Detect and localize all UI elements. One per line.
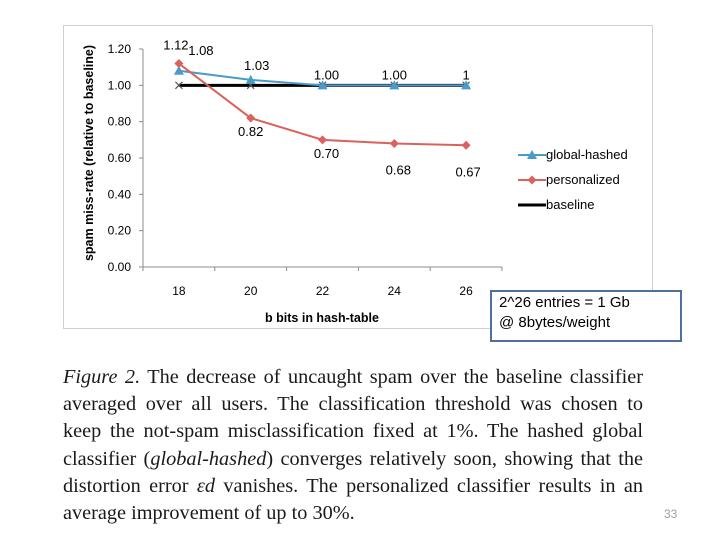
callout-box: 2^26 entries = 1 Gb @ 8bytes/weight xyxy=(490,290,682,342)
data-point xyxy=(245,74,256,84)
legend-item-baseline: baseline xyxy=(518,197,594,212)
y-tick-label: 0.60 xyxy=(108,151,132,165)
data-label: 1.00 xyxy=(382,67,407,82)
data-point xyxy=(174,81,183,90)
data-point xyxy=(173,65,184,75)
data-label: 0.70 xyxy=(314,146,339,161)
figure-label: Figure 2. xyxy=(63,366,141,388)
caption-text-3: vanishes. The personalized classifier re… xyxy=(63,474,643,525)
x-tick-label: 24 xyxy=(388,284,402,298)
legend-label: baseline xyxy=(546,197,594,212)
series-personalized: 1.12 0.82 0.70 0.68 0.67 xyxy=(163,38,481,180)
data-point xyxy=(461,140,471,150)
page-number: 33 xyxy=(664,507,678,521)
legend: global-hashed personalized baseline xyxy=(518,147,628,212)
data-label: 1.12 xyxy=(163,38,188,53)
data-label: 1.08 xyxy=(188,43,213,58)
data-point xyxy=(389,80,400,90)
y-tick-label: 0.00 xyxy=(108,260,132,274)
y-tick-label: 0.80 xyxy=(108,115,132,129)
series-global-hashed: 1.08 1.03 1.00 1.00 1 xyxy=(173,43,472,90)
legend-item-personalized: personalized xyxy=(518,172,620,187)
y-tick-label: 0.40 xyxy=(108,187,132,201)
chart-frame xyxy=(63,25,653,329)
caption-symbol: εd xyxy=(196,474,215,497)
x-tick-label: 18 xyxy=(172,284,186,298)
data-label: 1.03 xyxy=(244,58,269,73)
caption-text-1: The decrease of uncaught spam over the b… xyxy=(63,366,644,470)
series-layer: 1.08 1.03 1.00 1.00 1 1.12 0.82 0.70 0.68 0.67 xyxy=(163,38,481,180)
data-point xyxy=(318,135,327,145)
legend-marker xyxy=(527,175,537,185)
data-point xyxy=(389,138,399,148)
data-label: 1.00 xyxy=(314,67,339,82)
x-tick-label: 20 xyxy=(244,284,258,298)
caption-text-2: ) converges relatively soon, showing tha… xyxy=(63,447,643,497)
data-point xyxy=(246,113,256,123)
legend-label: personalized xyxy=(546,172,620,187)
x-axis: 18 20 22 24 26 xyxy=(142,266,503,298)
x-tick-label: 26 xyxy=(459,284,473,298)
y-tick-label: 1.00 xyxy=(108,78,132,92)
data-label: 1 xyxy=(462,67,469,82)
caption-term-global-hashed: global-hashed xyxy=(150,447,267,470)
y-tick-label: 0.20 xyxy=(108,224,132,238)
data-label: 0.68 xyxy=(386,162,411,177)
y-axis-title: spam miss-rate (relative to baseline) xyxy=(82,45,96,261)
y-tick-label: 1.20 xyxy=(108,42,132,56)
legend-label: global-hashed xyxy=(546,147,628,162)
data-point xyxy=(317,80,328,90)
legend-marker xyxy=(527,150,537,159)
line-chart: 0.000.200.400.600.801.001.20 18 20 22 24 26 … xyxy=(82,38,628,325)
x-axis-title: b bits in hash-table xyxy=(265,311,379,325)
data-point xyxy=(461,80,472,90)
legend-item-global-hashed: global-hashed xyxy=(518,147,628,162)
x-tick-label: 22 xyxy=(316,284,330,298)
figure-caption: Figure 2. The decrease of uncaught spam … xyxy=(63,364,643,527)
y-axis: 0.00 0.20 0.40 0.60 0.80 1.00 1.20 xyxy=(108,42,144,274)
data-label: 0.82 xyxy=(238,124,263,139)
data-label: 0.67 xyxy=(455,164,480,179)
data-point xyxy=(174,59,184,69)
